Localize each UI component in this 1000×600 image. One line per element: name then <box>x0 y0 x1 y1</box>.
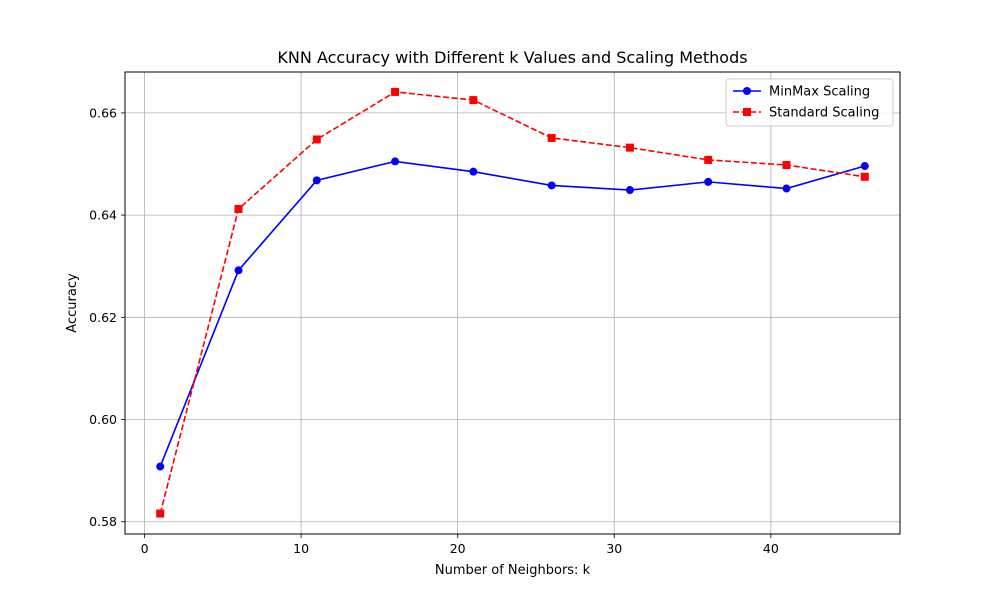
y-tick-label: 0.64 <box>89 208 117 223</box>
legend-label: Standard Scaling <box>769 106 879 121</box>
y-tick-label: 0.66 <box>89 105 117 120</box>
data-point <box>312 176 321 185</box>
data-point <box>704 177 713 186</box>
data-point <box>860 162 869 171</box>
data-point <box>547 181 556 190</box>
data-point <box>234 266 243 275</box>
series-line <box>159 91 865 514</box>
chart-title: KNN Accuracy with Different k Values and… <box>277 48 747 67</box>
legend-label: MinMax Scaling <box>769 85 870 100</box>
data-point <box>391 157 400 166</box>
data-point <box>469 96 478 105</box>
legend-marker <box>743 108 751 116</box>
x-tick-label: 10 <box>293 541 309 556</box>
y-tick-label: 0.62 <box>89 310 117 325</box>
data-point <box>625 143 634 152</box>
y-tick-label: 0.60 <box>89 412 117 427</box>
x-tick-label: 30 <box>606 541 622 556</box>
series-minmax <box>156 157 869 471</box>
legend: MinMax Scaling Standard Scaling <box>725 78 894 127</box>
data-point <box>625 186 634 195</box>
plot-frame <box>124 71 901 535</box>
data-point <box>156 462 165 471</box>
legend-box <box>725 78 894 127</box>
legend-item: Standard Scaling <box>733 106 879 121</box>
data-point <box>782 161 791 170</box>
data-point <box>156 509 165 518</box>
data-point <box>860 172 869 181</box>
x-tick-label: 40 <box>763 541 779 556</box>
data-point <box>391 87 400 96</box>
data-point <box>547 133 556 142</box>
series-layer <box>156 87 869 518</box>
legend-item: MinMax Scaling <box>733 85 870 100</box>
data-point <box>312 135 321 144</box>
x-tick-label: 20 <box>450 541 466 556</box>
data-point <box>234 204 243 213</box>
data-point <box>469 167 478 176</box>
x-axis-title: Number of Neighbors: k <box>435 563 591 578</box>
y-tick-label: 0.58 <box>89 514 117 529</box>
x-tick-label: 0 <box>141 541 149 556</box>
series-line <box>159 160 865 467</box>
ticks: 0 10 20 30 40 0.58 0.60 0.62 0.64 0.66 <box>89 105 779 556</box>
data-point <box>782 184 791 193</box>
y-axis-title: Accuracy <box>65 273 80 333</box>
legend-marker <box>743 87 751 95</box>
data-point <box>704 155 713 164</box>
grid <box>125 72 900 534</box>
series-standard <box>156 87 869 518</box>
